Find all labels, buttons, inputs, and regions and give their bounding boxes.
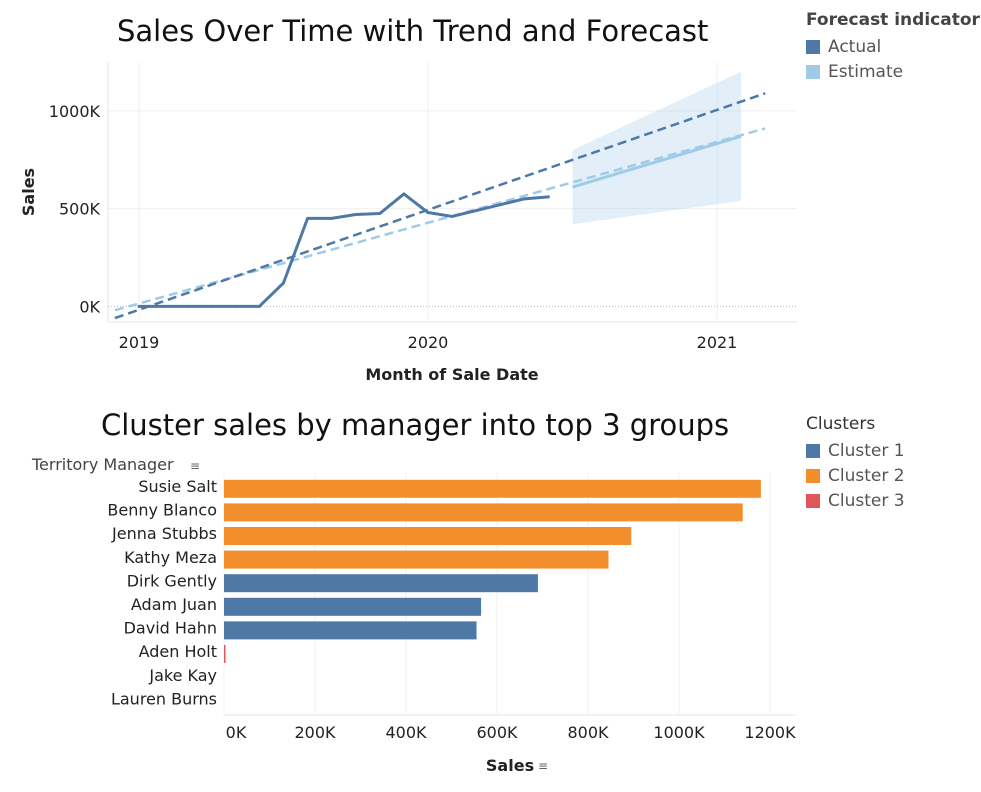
- bar-0: [224, 479, 761, 498]
- bar-category-label-9: Lauren Burns: [111, 689, 217, 708]
- actual-sales-line: [139, 192, 549, 308]
- bar-x-tick-label-2: 400K: [385, 723, 427, 742]
- legend-label-cluster-3: Cluster 3: [828, 490, 905, 511]
- forecast-confidence-band: [572, 71, 742, 225]
- y-tick-label-2: 1000K: [49, 102, 101, 121]
- bar-category-label-8: Jake Kay: [148, 666, 217, 685]
- cluster-1-swatch: [806, 443, 820, 458]
- bar-x-tick-label-1: 200K: [294, 723, 336, 742]
- bar-3: [224, 550, 609, 569]
- legend-item-estimate[interactable]: Estimate: [806, 59, 980, 84]
- forecast-legend-title: Forecast indicator: [806, 10, 980, 30]
- clusters-legend-title: Clusters: [806, 414, 876, 434]
- bar-1: [224, 503, 743, 522]
- bar-category-label-5: Adam Juan: [131, 595, 217, 614]
- actual-point: [282, 281, 285, 285]
- actual-swatch: [806, 39, 820, 54]
- bar-chart: 0K 200K 400K 600K 800K 1000K 1200K Territory Ma…: [31, 455, 796, 775]
- bar-x-tick-label-5: 1000K: [653, 723, 705, 742]
- legend-label-cluster-1: Cluster 1: [828, 440, 905, 461]
- legend-label-estimate: Estimate: [828, 61, 904, 82]
- actual-point: [330, 216, 334, 220]
- actual-point: [257, 304, 261, 308]
- actual-point: [498, 203, 502, 207]
- actual-point: [185, 304, 189, 308]
- line-chart-title: Sales Over Time with Trend and Forecast: [117, 14, 709, 48]
- legend-item-cluster-1[interactable]: Cluster 1: [806, 438, 905, 463]
- bar-x-tick-label-6: 1200K: [744, 723, 796, 742]
- bar-5: [224, 597, 482, 616]
- y-tick-label-0: 0K: [79, 297, 100, 316]
- bar-6: [224, 621, 477, 640]
- x-tick-label-0: 2019: [119, 333, 160, 352]
- legend-item-actual[interactable]: Actual: [806, 34, 980, 59]
- x-tick-label-2: 2021: [697, 333, 738, 352]
- bar-x-tick-label-0: 0K: [226, 723, 247, 742]
- bar-category-label-6: David Hahn: [124, 619, 217, 638]
- actual-point: [402, 192, 406, 196]
- legend-item-cluster-2[interactable]: Cluster 2: [806, 463, 905, 488]
- bar-x-tick-label-3: 600K: [476, 723, 518, 742]
- bar-4: [224, 574, 538, 593]
- actual-point: [522, 197, 526, 201]
- actual-point: [354, 212, 358, 216]
- actual-point: [209, 304, 213, 308]
- bar-category-label-7: Aden Holt: [139, 642, 217, 661]
- bar-7: [224, 645, 226, 663]
- actual-point: [450, 214, 454, 218]
- clusters-legend: Clusters Cluster 1 Cluster 2 Cluster 3: [806, 414, 905, 513]
- x-axis-title: Month of Sale Date: [365, 365, 538, 384]
- territory-manager-header: Territory Manager: [31, 455, 174, 474]
- actual-point: [161, 304, 165, 308]
- bar-category-label-4: Dirk Gently: [127, 571, 217, 590]
- y-axis-title: Sales: [19, 168, 38, 216]
- forecast-estimate-line: [572, 134, 742, 189]
- x-tick-label-1: 2020: [408, 333, 449, 352]
- legend-label-cluster-2: Cluster 2: [828, 465, 905, 486]
- line-chart: 0K 500K 1000K 2019 2020 2021 Month of Sale Dat…: [19, 62, 797, 384]
- bar-category-label-3: Kathy Meza: [124, 548, 217, 567]
- legend-label-actual: Actual: [828, 36, 882, 57]
- bar-x-tick-label-4: 800K: [567, 723, 609, 742]
- forecast-legend: Forecast indicator Actual Estimate: [806, 10, 980, 84]
- bar-x-axis-title: Sales: [486, 756, 534, 775]
- actual-point: [426, 211, 430, 215]
- legend-item-cluster-3[interactable]: Cluster 3: [806, 488, 905, 513]
- actual-point: [306, 216, 310, 220]
- actual-point: [137, 304, 141, 308]
- bar-chart-title: Cluster sales by manager into top 3 grou…: [101, 408, 730, 442]
- cluster-3-swatch: [806, 493, 820, 508]
- actual-point: [233, 304, 237, 308]
- estimate-swatch: [806, 64, 820, 79]
- y-tick-label-1: 500K: [59, 200, 101, 219]
- bar-category-label-0: Susie Salt: [138, 477, 217, 496]
- cluster-2-swatch: [806, 468, 820, 483]
- sort-icon: ≡: [190, 459, 200, 473]
- actual-trend-line: [114, 92, 766, 320]
- bar-category-label-1: Benny Blanco: [107, 501, 217, 520]
- actual-point: [378, 212, 382, 216]
- sales-sort-icon: ≡: [538, 759, 548, 773]
- actual-point: [546, 195, 550, 199]
- bar-2: [224, 527, 632, 545]
- bar-category-label-2: Jenna Stubbs: [111, 524, 217, 543]
- actual-point: [474, 209, 478, 213]
